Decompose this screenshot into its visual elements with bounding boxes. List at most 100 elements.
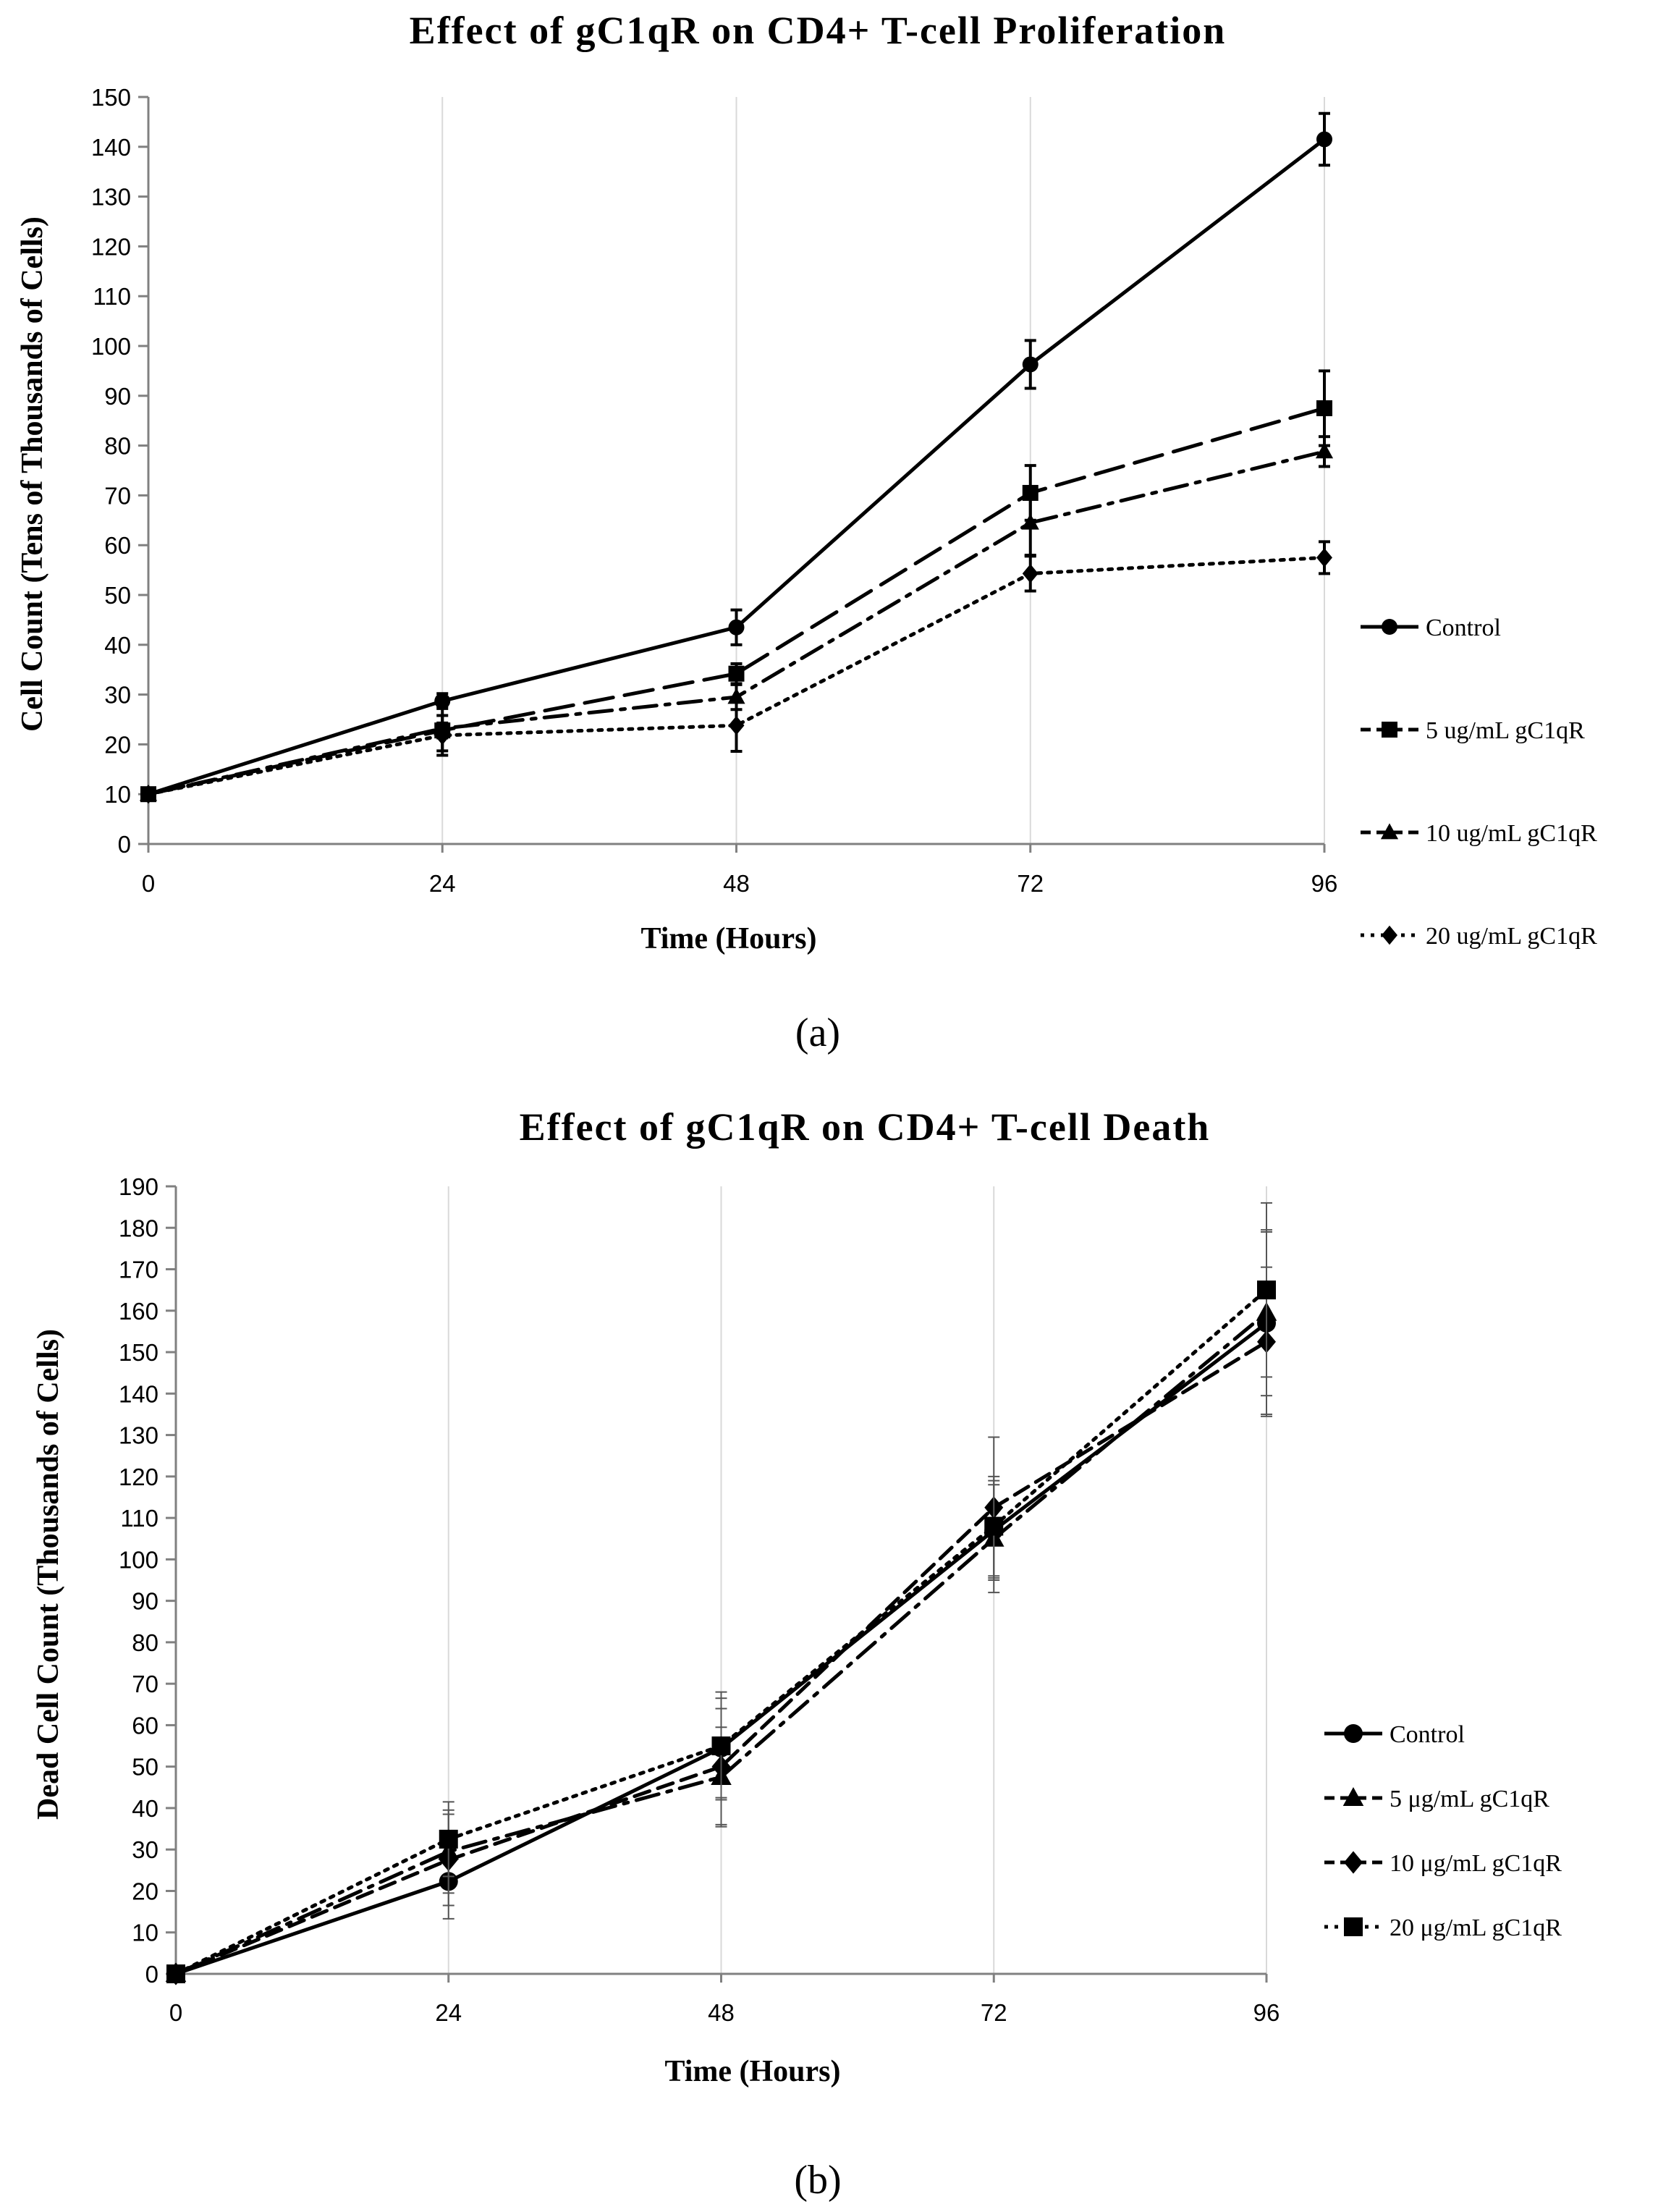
- chart-b-data-point: [984, 1516, 1004, 1536]
- chart-b-y-tick-label: 70: [132, 1671, 158, 1697]
- chart-a-y-tick-label: 150: [91, 84, 131, 111]
- chart-b-panel-label: (b): [794, 2158, 841, 2203]
- chart-a-legend-entry: 5 ug/mL gC1qR: [1361, 717, 1585, 744]
- chart-b-y-tick-label: 80: [132, 1629, 158, 1656]
- chart-a-data-point: [1315, 442, 1334, 459]
- chart-a-data-point: [1316, 400, 1332, 416]
- chart-a-legend-label: 20 ug/mL gC1qR: [1426, 923, 1597, 950]
- chart-b-y-tick-label: 90: [132, 1588, 158, 1615]
- chart-a-y-tick-label: 0: [118, 831, 131, 858]
- chart-b-x-tick-label: 48: [708, 1999, 735, 2026]
- chart-b-y-tick-label: 140: [119, 1380, 158, 1407]
- chart-a-y-tick-label: 130: [91, 184, 131, 211]
- chart-a-y-tick-label: 90: [104, 383, 131, 410]
- chart-a-data-point: [140, 785, 156, 804]
- chart-b-legend-label: 10 μg/mL gC1qR: [1390, 1850, 1562, 1877]
- chart-a-data-point: [1022, 564, 1039, 583]
- chart-a-y-tick-label: 50: [104, 582, 131, 609]
- chart-b-series-line: [174, 1311, 1269, 1976]
- chart-a-data-point: [728, 619, 745, 636]
- chart-b-legend-label: 5 μg/mL gC1qR: [1390, 1786, 1549, 1812]
- chart-a-xlabel: Time (Hours): [640, 922, 816, 955]
- chart-b-legend-entry: 5 μg/mL gC1qR: [1324, 1786, 1549, 1812]
- chart-b-legend-entry: 20 μg/mL gC1qR: [1324, 1915, 1562, 1941]
- chart-b-x-tick-label: 0: [169, 1999, 182, 2026]
- chart-b-y-tick-label: 110: [120, 1505, 158, 1532]
- chart-a-data-point: [1022, 356, 1039, 373]
- chart-a-legend-entry: 20 ug/mL gC1qR: [1361, 923, 1597, 950]
- chart-b-y-tick-label: 190: [119, 1173, 158, 1200]
- chart-a-legend-entry: Control: [1361, 615, 1501, 641]
- chart-b-series-3: [166, 1202, 1276, 1983]
- chart-b-legend-label: Control: [1390, 1721, 1465, 1748]
- chart-a-y-tick-label: 70: [104, 482, 131, 509]
- chart-b-y-tick-label: 50: [132, 1754, 158, 1781]
- chart-a-x-tick-label: 24: [429, 870, 456, 897]
- chart-b-xlabel: Time (Hours): [664, 2055, 840, 2088]
- chart-b-x-tick-label: 72: [981, 1999, 1007, 2026]
- chart-a-y-tick-label: 140: [91, 134, 131, 161]
- chart-b-data-point: [1257, 1280, 1276, 1300]
- chart-a-x-tick-label: 48: [723, 870, 750, 897]
- chart-b-x-tick-label: 96: [1253, 1999, 1280, 2026]
- chart-a-y-tick-label: 120: [91, 233, 131, 260]
- chart-b-y-tick-label: 60: [132, 1712, 158, 1739]
- chart-b-y-tick-label: 180: [119, 1215, 158, 1241]
- chart-b-y-tick-label: 130: [119, 1422, 158, 1449]
- chart-b-y-tick-label: 160: [119, 1298, 158, 1325]
- chart-a-data-point: [1316, 131, 1332, 148]
- chart-b-legend-marker: [1344, 1724, 1363, 1743]
- chart-b-y-tick-label: 30: [132, 1836, 158, 1863]
- chart-b-data-point: [439, 1829, 458, 1849]
- chart-b-title: Effect of gC1qR on CD4+ T-cell Death: [520, 1105, 1211, 1149]
- chart-a-legend-label: 10 ug/mL gC1qR: [1426, 820, 1597, 847]
- chart-b-legend-label: 20 μg/mL gC1qR: [1390, 1915, 1562, 1941]
- chart-a-y-tick-label: 10: [104, 781, 131, 808]
- chart-b-legend-entry: Control: [1324, 1721, 1465, 1748]
- chart-a-legend-label: 5 ug/mL gC1qR: [1426, 717, 1585, 744]
- chart-b-legend-marker: [1344, 1851, 1363, 1874]
- chart-a-y-tick-label: 80: [104, 433, 131, 460]
- chart-a-y-tick-label: 100: [91, 333, 131, 360]
- chart-a-series-3: [140, 540, 1332, 804]
- chart-a-data-point: [1316, 548, 1332, 567]
- chart-a-data-point: [1021, 513, 1039, 530]
- chart-b-legend-marker: [1342, 1787, 1364, 1807]
- chart-a-x-tick-label: 72: [1017, 870, 1044, 897]
- chart-a-data-point: [728, 665, 745, 682]
- chart-b-y-tick-label: 10: [132, 1920, 158, 1946]
- chart-panel-b: Effect of gC1qR on CD4+ T-cell Death Tim…: [32, 1105, 1562, 2203]
- chart-a-series-line: [146, 555, 1327, 796]
- chart-a-legend-label: Control: [1426, 615, 1501, 641]
- chart-a-legend-marker: [1382, 619, 1397, 635]
- chart-panel-a: Effect of gC1qR on CD4+ T-cell Prolifera…: [16, 9, 1597, 1055]
- chart-b-legend-marker: [1344, 1917, 1363, 1936]
- chart-a-y-tick-label: 60: [104, 532, 131, 559]
- chart-b-y-tick-label: 100: [119, 1546, 158, 1573]
- chart-b-y-tick-label: 120: [119, 1464, 158, 1490]
- chart-b-data-point: [711, 1736, 731, 1756]
- chart-a-y-tick-label: 20: [104, 731, 131, 758]
- chart-a-data-point: [728, 716, 745, 735]
- chart-b-series-line: [174, 1340, 1269, 1976]
- chart-a-x-tick-label: 0: [142, 870, 155, 897]
- chart-a-y-tick-label: 30: [104, 682, 131, 709]
- chart-a-ylabel: Cell Count (Tens of Thousands of Cells): [16, 216, 49, 732]
- chart-a-x-tick-label: 96: [1311, 870, 1338, 897]
- chart-a-legend-marker: [1380, 823, 1399, 840]
- chart-b-data-point: [166, 1964, 185, 1983]
- chart-b-y-tick-label: 0: [145, 1961, 158, 1988]
- chart-a-legend-entry: 10 ug/mL gC1qR: [1361, 820, 1597, 847]
- chart-a-data-point: [434, 725, 451, 746]
- chart-b-y-tick-label: 150: [119, 1339, 158, 1366]
- chart-b-y-tick-label: 40: [132, 1795, 158, 1822]
- chart-a-title: Effect of gC1qR on CD4+ T-cell Prolifera…: [410, 9, 1227, 52]
- chart-a-y-tick-label: 110: [93, 283, 131, 310]
- chart-b-x-tick-label: 24: [435, 1999, 462, 2026]
- chart-a-y-tick-label: 40: [104, 632, 131, 659]
- chart-b-ylabel: Dead Cell Count (Thousands of Cells): [32, 1329, 65, 1820]
- chart-b-legend-entry: 10 μg/mL gC1qR: [1324, 1850, 1562, 1877]
- chart-b-y-tick-label: 170: [119, 1257, 158, 1283]
